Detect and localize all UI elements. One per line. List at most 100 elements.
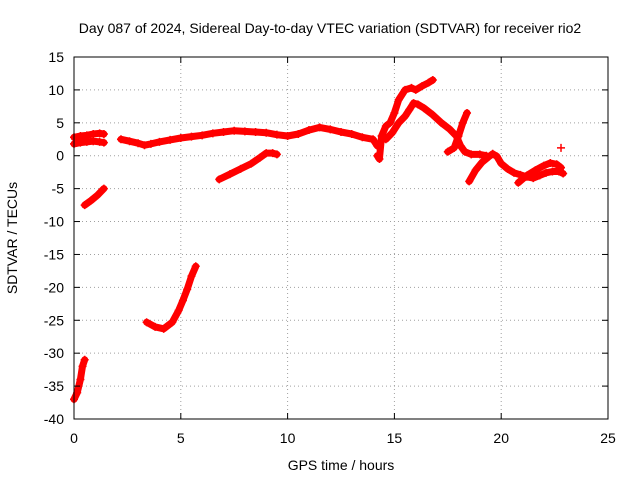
data-point xyxy=(503,164,512,173)
data-point xyxy=(394,118,403,127)
x-tick-label: 0 xyxy=(70,430,78,446)
data-point xyxy=(375,155,384,164)
data-point xyxy=(407,83,416,92)
data-point xyxy=(272,150,281,159)
x-tick-label: 25 xyxy=(600,430,616,446)
y-tick-label: -10 xyxy=(44,214,64,230)
data-point xyxy=(268,149,277,158)
data-point xyxy=(159,324,168,333)
data-point xyxy=(467,150,476,159)
x-tick-label: 15 xyxy=(387,430,403,446)
data-point xyxy=(445,125,454,134)
data-point xyxy=(535,171,544,180)
data-point xyxy=(428,110,437,119)
data-point xyxy=(176,133,185,142)
data-point xyxy=(315,123,324,132)
data-point xyxy=(151,322,160,331)
data-point xyxy=(140,141,149,150)
data-point xyxy=(477,158,486,167)
x-axis-label: GPS time / hours xyxy=(288,457,395,473)
y-tick-label: 10 xyxy=(48,82,64,98)
data-point xyxy=(465,177,474,186)
chart-title: Day 087 of 2024, Sidereal Day-to-day VTE… xyxy=(79,20,582,36)
data-point xyxy=(369,135,378,144)
data-point xyxy=(394,95,403,104)
data-point xyxy=(198,131,207,140)
data-point xyxy=(390,108,399,117)
x-tick-label: 20 xyxy=(493,430,509,446)
data-point xyxy=(191,262,200,271)
y-tick-label: -15 xyxy=(44,246,64,262)
data-point xyxy=(134,139,143,148)
data-point xyxy=(514,178,523,187)
data-point xyxy=(255,153,264,162)
data-point xyxy=(208,129,217,138)
series-segment-10 xyxy=(443,108,472,156)
data-point xyxy=(99,184,108,193)
y-tick-label: -5 xyxy=(52,181,65,197)
data-point xyxy=(443,147,452,156)
data-point xyxy=(225,170,234,179)
series-segment-7 xyxy=(215,149,281,184)
data-point xyxy=(80,355,89,364)
data-point xyxy=(155,137,164,146)
data-point xyxy=(240,127,249,136)
data-point xyxy=(183,285,192,294)
data-point xyxy=(142,318,151,327)
data-point xyxy=(174,306,183,315)
data-point xyxy=(82,131,91,140)
data-point xyxy=(557,143,566,152)
data-point xyxy=(347,130,356,139)
data-point xyxy=(557,163,566,172)
data-point xyxy=(262,128,271,137)
series-band xyxy=(81,185,108,209)
data-point xyxy=(99,130,108,139)
data-point xyxy=(460,147,469,156)
data-layer xyxy=(70,76,568,404)
series-segment-3 xyxy=(80,184,108,210)
data-point xyxy=(125,137,134,146)
y-tick-label: -30 xyxy=(44,345,64,361)
data-point xyxy=(99,138,108,147)
y-tick-label: 15 xyxy=(48,49,64,65)
data-point xyxy=(381,135,390,144)
data-point xyxy=(80,201,89,210)
series-segment-6 xyxy=(142,262,200,333)
data-point xyxy=(428,76,437,85)
data-point xyxy=(458,118,467,127)
data-point xyxy=(401,112,410,121)
data-point xyxy=(388,128,397,137)
data-point xyxy=(409,99,418,108)
data-point xyxy=(236,164,245,173)
data-point xyxy=(219,128,228,137)
series-segment-12 xyxy=(514,158,566,187)
data-point xyxy=(230,126,239,135)
data-point xyxy=(437,118,446,127)
data-point xyxy=(168,318,177,327)
data-point xyxy=(488,149,497,158)
data-point xyxy=(247,159,256,168)
data-point xyxy=(187,132,196,141)
data-point xyxy=(358,133,367,142)
data-point xyxy=(401,85,410,94)
data-point xyxy=(450,143,459,152)
data-point xyxy=(304,126,313,135)
grid-layer xyxy=(74,57,608,419)
data-point xyxy=(116,135,125,144)
data-point xyxy=(542,168,551,177)
data-point xyxy=(294,130,303,139)
data-point xyxy=(552,160,561,169)
data-point xyxy=(272,130,281,139)
data-point xyxy=(475,150,484,159)
y-tick-label: 0 xyxy=(56,148,64,164)
data-point xyxy=(424,78,433,87)
x-tick-label: 5 xyxy=(177,430,185,446)
data-point xyxy=(337,128,345,137)
data-point xyxy=(73,388,82,397)
data-point xyxy=(559,169,568,178)
data-point xyxy=(78,362,87,371)
y-tick-label: 5 xyxy=(56,115,64,131)
data-point xyxy=(454,131,463,140)
